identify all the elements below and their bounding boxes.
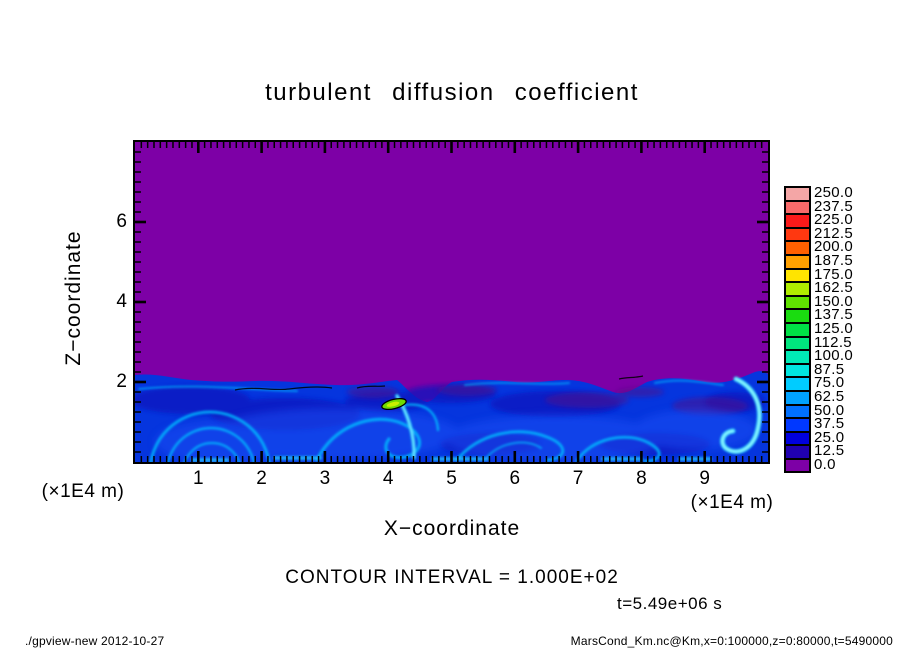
colorbar-tick-label: 125.0 <box>814 319 854 337</box>
x-tick-label: 9 <box>699 468 710 489</box>
colorbar-cell <box>784 457 811 474</box>
x-tick-label: 8 <box>636 468 647 489</box>
colorbar-tick-label: 250.0 <box>814 184 854 201</box>
x-tick-label: 4 <box>382 468 394 489</box>
y-axis-label-wrap: Z−coordinate <box>58 170 85 430</box>
colorbar-tick-label: 62.5 <box>814 387 845 405</box>
y-axis-label: Z−coordinate <box>62 230 85 366</box>
colorbar-tick-label: 100.0 <box>814 347 854 365</box>
heatmap-canvas <box>135 142 768 462</box>
colorbar-tick-label: 25.0 <box>814 428 845 446</box>
colorbar-tick-label: 37.5 <box>814 415 845 433</box>
colorbar-labels: 250.0 237.5 225.0 212.5 200.0 187.5 175.0 162.5… <box>814 184 874 473</box>
colorbar-tick-label: 162.5 <box>814 279 854 297</box>
x-axis-label: X−coordinate <box>383 517 521 540</box>
footer-command: ./gpview-new 2012-10-27 <box>25 634 165 648</box>
colorbar-tick-label: 12.5 <box>814 442 845 460</box>
x-tick-label: 5 <box>446 468 457 489</box>
colorbar-tick-label: 212.5 <box>814 224 854 242</box>
colorbar-tick-label: 50.0 <box>814 401 845 419</box>
contour-interval-note: CONTOUR INTERVAL = 1.000E+02 <box>285 567 619 588</box>
x-tick-label: 1 <box>193 468 204 489</box>
x-tick-label: 7 <box>572 468 584 489</box>
colorbar-tick-label: 150.0 <box>814 292 854 310</box>
axis-tick-marks <box>135 142 768 462</box>
maroon-tint-patches <box>347 384 748 415</box>
colorbar-tick-label: 112.5 <box>814 333 852 351</box>
plot-frame <box>133 140 770 464</box>
x-tick-label: 3 <box>319 468 331 489</box>
green-peak-blob <box>381 397 407 411</box>
colorbar-tick-label: 87.5 <box>814 360 845 378</box>
timestamp-note: t=5.49e+06 s <box>617 594 723 613</box>
y-tick-label: 4 <box>116 291 127 312</box>
colorbar-tick-label: 0.0 <box>814 455 836 473</box>
x-tick-label: 6 <box>509 468 521 489</box>
x-tick-label: 2 <box>256 468 267 489</box>
y-tick-label: 6 <box>116 211 127 232</box>
colorbar-tick-label: 200.0 <box>814 238 854 256</box>
contour-lines-100 <box>234 375 644 391</box>
plot-title: turbulent diffusion coefficient <box>265 79 639 106</box>
colorbar-tick-label: 75.0 <box>814 374 845 392</box>
colorbar-tick-label: 225.0 <box>814 211 854 229</box>
colorbar <box>784 186 811 474</box>
y-tick-label: 2 <box>116 371 127 392</box>
colorbar-tick-label: 187.5 <box>814 251 854 269</box>
x-axis-unit: (×1E4 m) <box>690 492 774 513</box>
colorbar-tick-label: 175.0 <box>814 265 854 283</box>
colorbar-tick-label: 137.5 <box>814 306 854 324</box>
y-axis-unit: (×1E4 m) <box>41 481 125 502</box>
footer-source: MarsCond_Km.nc@Km,x=0:100000,z=0:80000,t… <box>570 634 893 648</box>
colorbar-tick-label: 237.5 <box>814 197 854 215</box>
